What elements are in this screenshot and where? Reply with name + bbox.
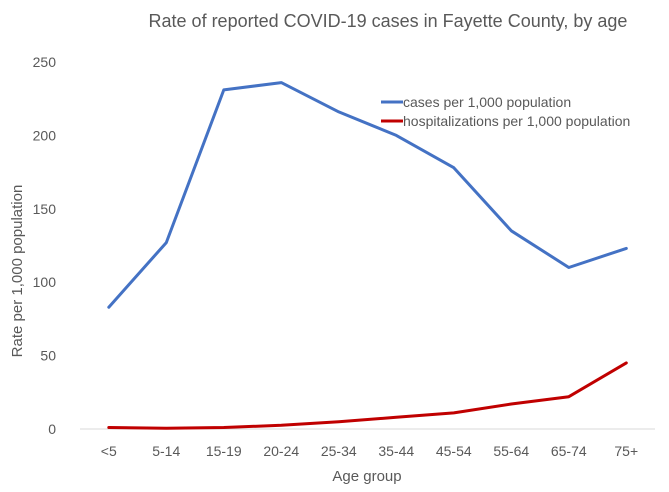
x-tick-label: 20-24 <box>263 443 299 459</box>
x-tick-label: <5 <box>101 443 117 459</box>
y-axis-label: Rate per 1,000 population <box>9 185 26 358</box>
chart-title: Rate of reported COVID-19 cases in Fayet… <box>149 11 628 31</box>
legend-label: hospitalizations per 1,000 population <box>403 113 630 129</box>
x-tick-labels: <5 5-14 15-19 20-24 25-34 35-44 45-54 55-64 65-7… <box>101 443 638 459</box>
y-tick-label: 150 <box>33 201 57 217</box>
x-tick-label: 15-19 <box>206 443 242 459</box>
series-lines <box>107 81 628 430</box>
x-tick-label: 25-34 <box>321 443 357 459</box>
x-tick-label: 5-14 <box>152 443 180 459</box>
y-tick-label: 200 <box>33 127 57 143</box>
x-tick-label: 35-44 <box>378 443 414 459</box>
y-tick-label: 0 <box>48 421 56 437</box>
series-line <box>107 81 628 309</box>
x-tick-label: 65-74 <box>551 443 587 459</box>
x-tick-label: 55-64 <box>493 443 529 459</box>
x-tick-label: 45-54 <box>436 443 472 459</box>
x-axis-label: Age group <box>332 468 401 485</box>
y-tick-labels: 0 50 100 150 200 250 <box>33 54 57 437</box>
series-line <box>107 361 628 430</box>
y-tick-label: 50 <box>40 348 56 364</box>
y-tick-label: 250 <box>33 54 57 70</box>
legend-label: cases per 1,000 population <box>403 94 571 110</box>
legend: cases per 1,000 population hospitalizatio… <box>381 94 630 129</box>
y-tick-label: 100 <box>33 274 57 290</box>
x-tick-label: 75+ <box>614 443 638 459</box>
